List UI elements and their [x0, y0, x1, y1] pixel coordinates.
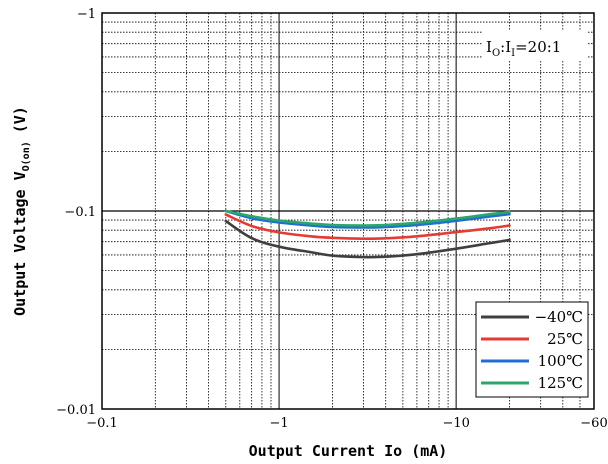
y-axis-title-unit: (V): [11, 106, 29, 133]
annotation-ii: I: [505, 38, 511, 56]
y-axis-title-sub: O(on): [21, 141, 32, 171]
y-tick-label: −0.1: [64, 205, 96, 220]
x-tick-label: −0.1: [86, 416, 118, 431]
legend-label: 100℃: [538, 352, 583, 370]
legend: −40℃ 25℃ 100℃ 125℃: [475, 301, 589, 398]
x-axis-title: Output Current Io (mA): [249, 442, 448, 460]
annotation-io: I: [486, 38, 492, 56]
ratio-annotation: IO:II=20:1: [482, 30, 588, 60]
y-tick-label: −1: [77, 7, 96, 22]
annotation-io-sub: O: [492, 48, 500, 59]
series-line-1: [224, 213, 511, 241]
series-line-0: [224, 219, 511, 259]
series-line-2: [224, 209, 511, 229]
tick-labels: −0.1 −1 −10 −60−0.01−0.1−1: [56, 7, 608, 431]
x-tick-label: −1: [270, 416, 289, 431]
x-tick-label: −60: [580, 416, 607, 431]
x-tick-label: −10: [442, 416, 469, 431]
plot-frame: [101, 12, 595, 410]
legend-label: 125℃: [538, 374, 583, 392]
y-tick-label: −0.01: [56, 403, 96, 418]
annotation-ii-sub: I: [511, 48, 515, 59]
grid: [102, 13, 594, 409]
legend-label: 25℃: [547, 330, 583, 348]
y-axis-title-main: Output Voltage V: [11, 171, 29, 316]
annotation-colon: :: [500, 38, 505, 56]
y-axis-title: Output Voltage VO(on) (V): [11, 106, 32, 316]
annotation-ratio: =20:1: [515, 38, 561, 56]
legend-label: −40℃: [535, 308, 583, 326]
series-lines: [224, 209, 511, 259]
svg-text:IO:II=20:1: IO:II=20:1: [486, 38, 561, 59]
series-line-3: [224, 209, 511, 227]
